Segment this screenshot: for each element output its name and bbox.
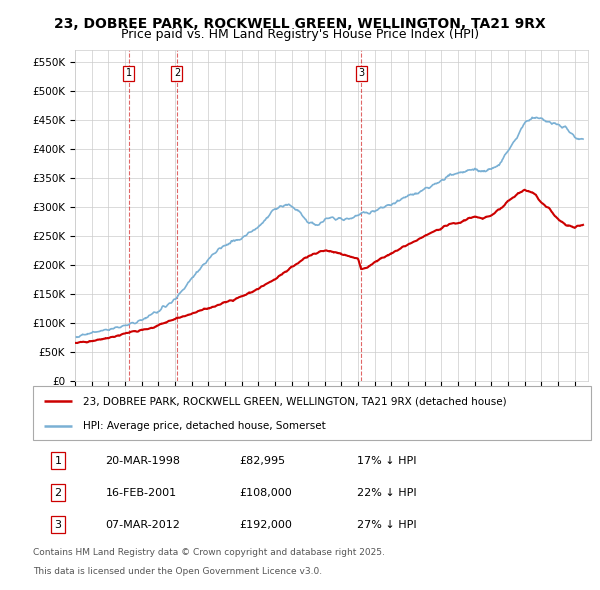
Text: 1: 1 xyxy=(55,455,62,466)
Text: Price paid vs. HM Land Registry's House Price Index (HPI): Price paid vs. HM Land Registry's House … xyxy=(121,28,479,41)
Text: £82,995: £82,995 xyxy=(239,455,286,466)
Text: This data is licensed under the Open Government Licence v3.0.: This data is licensed under the Open Gov… xyxy=(33,567,322,576)
Text: 07-MAR-2012: 07-MAR-2012 xyxy=(106,520,181,530)
Text: 2: 2 xyxy=(55,488,62,497)
FancyBboxPatch shape xyxy=(33,386,591,440)
Text: 27% ↓ HPI: 27% ↓ HPI xyxy=(356,520,416,530)
Text: £192,000: £192,000 xyxy=(239,520,292,530)
Text: £108,000: £108,000 xyxy=(239,488,292,497)
Text: Contains HM Land Registry data © Crown copyright and database right 2025.: Contains HM Land Registry data © Crown c… xyxy=(33,548,385,557)
Text: 20-MAR-1998: 20-MAR-1998 xyxy=(106,455,181,466)
Text: 22% ↓ HPI: 22% ↓ HPI xyxy=(356,488,416,497)
Text: 1: 1 xyxy=(125,68,131,78)
Text: 23, DOBREE PARK, ROCKWELL GREEN, WELLINGTON, TA21 9RX (detached house): 23, DOBREE PARK, ROCKWELL GREEN, WELLING… xyxy=(83,396,507,407)
Text: 17% ↓ HPI: 17% ↓ HPI xyxy=(356,455,416,466)
Text: 23, DOBREE PARK, ROCKWELL GREEN, WELLINGTON, TA21 9RX: 23, DOBREE PARK, ROCKWELL GREEN, WELLING… xyxy=(54,17,546,31)
Text: 2: 2 xyxy=(174,68,180,78)
Text: HPI: Average price, detached house, Somerset: HPI: Average price, detached house, Some… xyxy=(83,421,326,431)
Text: 16-FEB-2001: 16-FEB-2001 xyxy=(106,488,176,497)
Text: 3: 3 xyxy=(358,68,364,78)
Text: 3: 3 xyxy=(55,520,62,530)
